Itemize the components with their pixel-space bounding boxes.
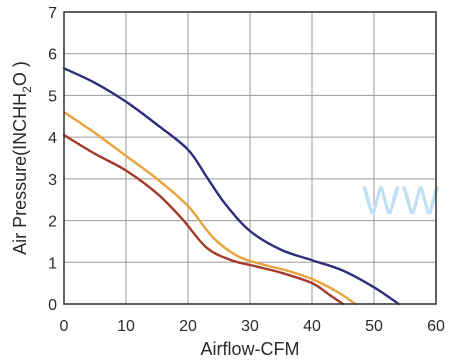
y-tick-label: 3 (48, 172, 57, 189)
grid (64, 12, 436, 304)
series-group (62, 67, 400, 306)
y-tick-label: 0 (48, 297, 57, 314)
y-tick-label: 7 (48, 5, 57, 22)
y-tick-labels: 0 1 2 3 4 5 6 7 (48, 5, 57, 314)
y-axis-title-tail: O ) (10, 61, 30, 86)
x-tick-label: 60 (427, 318, 445, 335)
x-axis-title: Airflow-CFM (201, 339, 300, 359)
x-tick-label: 10 (117, 318, 135, 335)
x-tick-label: 20 (179, 318, 197, 335)
watermark-text: WW (362, 179, 442, 223)
y-tick-label: 5 (48, 88, 57, 105)
y-axis-title-subscript: 2 (20, 86, 34, 93)
y-axis-title: Air Pressure(INCHH2O ) (10, 61, 34, 255)
series-line-1 (62, 67, 400, 306)
x-tick-labels: 0 10 20 30 40 50 60 (60, 318, 445, 335)
y-tick-label: 4 (48, 130, 57, 147)
x-tick-label: 30 (241, 318, 259, 335)
y-tick-label: 6 (48, 47, 57, 64)
x-tick-label: 0 (60, 318, 69, 335)
y-tick-label: 1 (48, 255, 57, 272)
x-tick-label: 50 (365, 318, 383, 335)
x-tick-label: 40 (303, 318, 321, 335)
y-tick-label: 2 (48, 214, 57, 231)
series-line-2 (62, 110, 357, 306)
series-line-3 (62, 133, 345, 306)
y-axis-title-main: Air Pressure(INCHH (10, 93, 30, 255)
plot-frame (63, 11, 437, 305)
